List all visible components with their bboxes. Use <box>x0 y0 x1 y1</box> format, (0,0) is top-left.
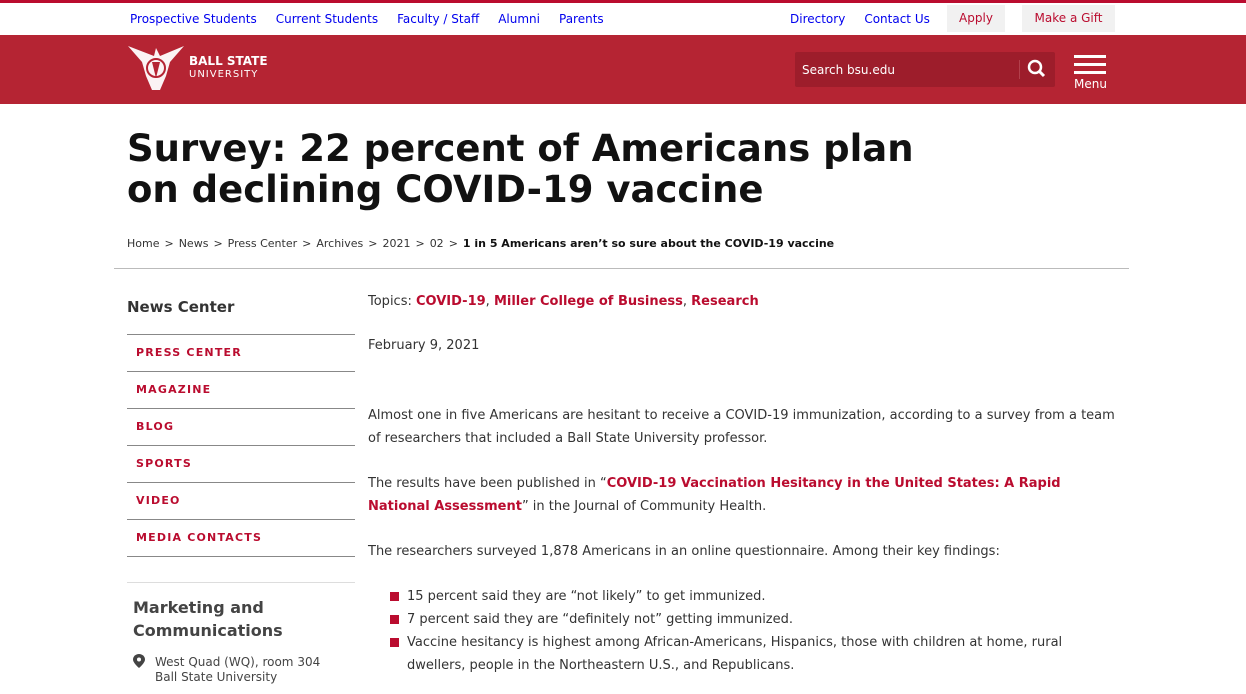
gift-button[interactable]: Make a Gift <box>1022 5 1115 32</box>
utility-links: Directory Contact Us <box>790 12 930 26</box>
divider <box>114 268 1129 269</box>
address-line: West Quad (WQ), room 304 <box>155 655 321 669</box>
address: West Quad (WQ), room 304 Ball State Univ… <box>155 655 320 685</box>
menu-icon[interactable] <box>1074 55 1108 77</box>
crumb-separator: > <box>368 237 378 250</box>
crumb-separator: > <box>164 237 174 250</box>
crumb-current: 1 in 5 Americans aren’t so sure about th… <box>462 237 835 250</box>
logo-text[interactable]: BALL STATE UNIVERSITY <box>189 55 268 81</box>
crumb[interactable]: Archives <box>316 237 364 250</box>
logo-line: UNIVERSITY <box>189 69 259 80</box>
topic-separator: , <box>682 294 688 309</box>
site-header: BALL STATE UNIVERSITY Search bsu.edu Men… <box>0 35 1246 104</box>
text: The results have been published in “ <box>368 476 607 491</box>
article-title: Survey: 22 percent of Americans plan on … <box>127 127 914 211</box>
sidebar-link[interactable]: SPORTS <box>127 445 355 482</box>
publish-date: February 9, 2021 <box>368 338 480 353</box>
logo-mark[interactable] <box>126 42 186 94</box>
topic-link[interactable]: Miller College of Business <box>493 294 683 309</box>
crumb[interactable]: Home <box>127 237 160 250</box>
crumb[interactable]: 02 <box>429 237 444 250</box>
sidebar-link[interactable]: VIDEO <box>127 482 355 519</box>
text: ” in the Journal of Community Health. <box>521 499 767 514</box>
utility-nav: Prospective Students Current Students Fa… <box>0 3 1246 35</box>
topic-link[interactable]: Research <box>691 294 759 309</box>
crumb[interactable]: Press Center <box>227 237 298 250</box>
address-line: Ball State University <box>155 670 278 684</box>
nav-link[interactable]: Current Students <box>275 12 379 26</box>
nav-link[interactable]: Faculty / Staff <box>397 12 480 26</box>
finding: Vaccine hesitancy is highest among Afric… <box>368 631 1118 677</box>
nav-link[interactable]: Parents <box>559 12 604 26</box>
sidebar-divider <box>127 582 355 583</box>
finding: 7 percent said they are “definitely not”… <box>368 608 1118 631</box>
location-icon <box>133 654 145 668</box>
topic-separator: , <box>485 294 490 309</box>
menu-label[interactable]: Menu <box>1074 77 1107 91</box>
apply-button[interactable]: Apply <box>947 5 1005 32</box>
crumb-separator: > <box>448 237 458 250</box>
search-box[interactable]: Search bsu.edu <box>795 52 1055 87</box>
breadcrumb: Home > News > Press Center > Archives > … <box>127 237 834 250</box>
logo-line: BALL STATE <box>189 54 268 68</box>
paragraph: Almost one in five Americans are hesitan… <box>368 408 1115 446</box>
top-accent <box>0 0 1246 3</box>
findings-list: 15 percent said they are “not likely” to… <box>368 585 1118 677</box>
crumb-separator: > <box>415 237 425 250</box>
sidebar-link[interactable]: PRESS CENTER <box>127 334 355 371</box>
crumb[interactable]: 2021 <box>382 237 411 250</box>
crumb-separator: > <box>213 237 223 250</box>
topics-label: Topics: <box>368 294 412 309</box>
sidebar-link[interactable]: MEDIA CONTACTS <box>127 519 355 557</box>
nav-link[interactable]: Directory <box>790 12 846 26</box>
crumb-separator: > <box>302 237 312 250</box>
sidebar-link[interactable]: MAGAZINE <box>127 371 355 408</box>
nav-link[interactable]: Prospective Students <box>130 12 257 26</box>
study-link[interactable]: COVID-19 Vaccination Hesitancy in the Un… <box>368 476 1061 514</box>
nav-link[interactable]: Alumni <box>498 12 540 26</box>
search-button[interactable] <box>1019 52 1055 87</box>
crumb[interactable]: News <box>178 237 209 250</box>
sidebar-nav: PRESS CENTER MAGAZINE BLOG SPORTS VIDEO … <box>127 334 355 557</box>
paragraph: The results have been published in “COVI… <box>368 472 1113 518</box>
topics: Topics: COVID-19, Miller College of Busi… <box>368 290 759 313</box>
contact-title: Marketing and Communications <box>133 598 283 640</box>
nav-link[interactable]: Contact Us <box>864 12 930 26</box>
audience-links: Prospective Students Current Students Fa… <box>130 12 604 26</box>
finding: 15 percent said they are “not likely” to… <box>368 585 1118 608</box>
sidebar-title: News Center <box>127 298 235 316</box>
paragraph: The researchers surveyed 1,878 Americans… <box>368 544 1000 559</box>
search-placeholder: Search bsu.edu <box>802 63 895 77</box>
topic-link[interactable]: COVID-19 <box>416 294 486 309</box>
sidebar-link[interactable]: BLOG <box>127 408 355 445</box>
